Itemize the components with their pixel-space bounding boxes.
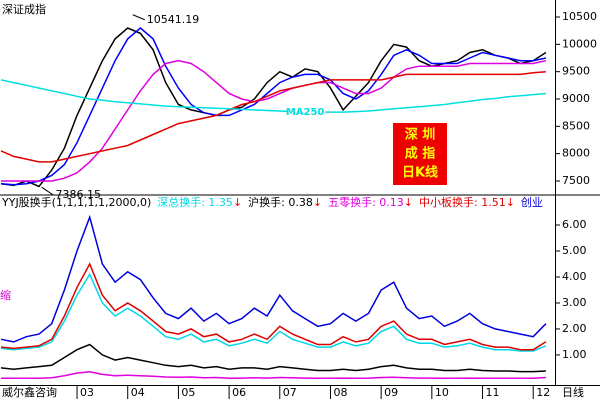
annotation-leader bbox=[41, 186, 54, 196]
series-line bbox=[0, 214, 547, 343]
annotation-leader bbox=[132, 14, 145, 21]
y-tick-label: 10000 bbox=[562, 37, 597, 50]
stamp-box bbox=[393, 123, 447, 185]
legend-entry: 五零换手: 0.13 bbox=[328, 195, 404, 209]
x-tick-label: 05 bbox=[181, 386, 195, 399]
series-line bbox=[0, 70, 546, 163]
source: 威尔鑫咨询 bbox=[2, 385, 57, 399]
series-label-bg bbox=[287, 106, 326, 119]
series-line bbox=[0, 27, 547, 186]
stamp-text: 深 圳 bbox=[405, 127, 436, 143]
chart-title: 深证成指 bbox=[2, 2, 46, 16]
y-tick-label: 9500 bbox=[562, 65, 590, 78]
y-tick-label: 1.00 bbox=[562, 348, 587, 361]
stamp-text: 成 指 bbox=[405, 146, 436, 162]
period: 日线 bbox=[562, 385, 584, 399]
panel-title: YYJ股换手(1,1,1,1,1,2000,0) bbox=[1, 195, 151, 209]
x-tick-label: 07 bbox=[283, 386, 297, 399]
x-tick-label: 10 bbox=[435, 386, 449, 399]
series-line bbox=[0, 79, 546, 113]
annotation: 10541.19 bbox=[147, 13, 200, 26]
y-tick-label: 7500 bbox=[562, 174, 590, 187]
legend-arrow: ↓ bbox=[506, 196, 515, 209]
y-tick-label: 2.00 bbox=[562, 322, 587, 335]
x-tick-label: 06 bbox=[232, 386, 246, 399]
y-tick-label: 8000 bbox=[562, 147, 590, 160]
series-label: MA250 bbox=[286, 107, 325, 118]
x-tick-label: 08 bbox=[333, 386, 347, 399]
y-tick-label: 5.00 bbox=[562, 244, 587, 257]
legend-arrow: ↓ bbox=[233, 196, 242, 209]
x-tick-label: 03 bbox=[80, 386, 94, 399]
x-tick-label: 09 bbox=[384, 386, 398, 399]
y-tick-label: 9000 bbox=[562, 92, 590, 105]
legend-entry: 创业 bbox=[521, 196, 543, 209]
legend-arrow: ↓ bbox=[313, 196, 322, 209]
panel-header: YYJ股换手(1,1,1,1,1,2000,0) 深总换手: 1.35↓ 沪换手: … bbox=[1, 195, 543, 209]
legend-arrow: ↓ bbox=[404, 196, 413, 209]
y-tick-label: 3.00 bbox=[562, 296, 587, 309]
y-tick-label: 8500 bbox=[562, 119, 590, 132]
legend-entry: 中小板换手: 1.51 bbox=[419, 195, 506, 209]
series-line bbox=[1, 371, 546, 380]
series-line bbox=[0, 262, 547, 351]
side-label: 缩 bbox=[0, 289, 11, 302]
x-tick-label: 12 bbox=[536, 386, 550, 399]
series-line bbox=[0, 27, 547, 188]
x-tick-label: 04 bbox=[131, 386, 145, 399]
legend-entry: 深总换手: 1.35 bbox=[157, 195, 233, 209]
legend-entry: 沪换手: 0.38 bbox=[248, 195, 313, 209]
y-tick-label: 6.00 bbox=[562, 218, 587, 231]
series-line bbox=[0, 272, 547, 352]
annotation: 7386.15 bbox=[56, 188, 102, 201]
y-tick-label: 10500 bbox=[562, 10, 597, 23]
series-line bbox=[1, 59, 547, 182]
y-tick-label: 4.00 bbox=[562, 270, 587, 283]
series-line bbox=[0, 343, 546, 373]
stamp-text: 日K线 bbox=[402, 165, 438, 181]
x-tick-label: 11 bbox=[486, 386, 500, 399]
